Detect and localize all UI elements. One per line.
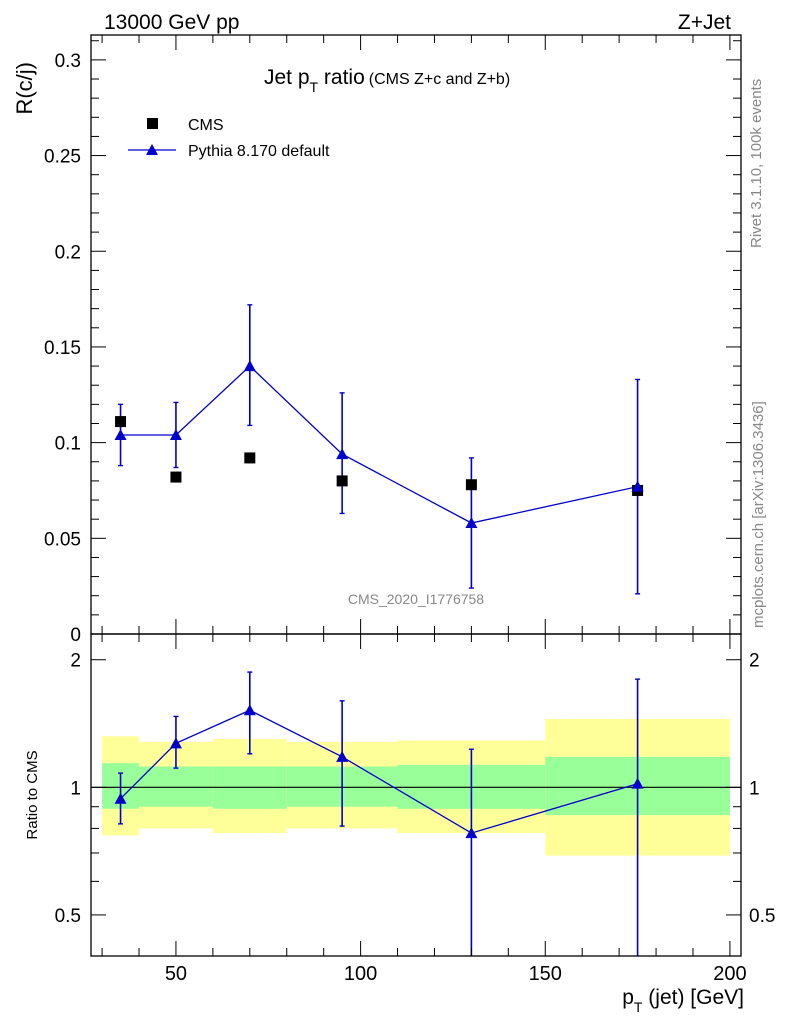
x-tick-label-3: 200 — [713, 963, 746, 985]
title-main: Jet p — [264, 66, 310, 89]
mc-line — [120, 365, 638, 524]
ratio-tick-label-right-0: 0.5 — [749, 906, 775, 927]
title-subtitle: (CMS Z+c and Z+b) — [369, 71, 510, 88]
main-panel-data — [114, 304, 644, 595]
chart-title: Jet pT ratio (CMS Z+c and Z+b) — [264, 66, 510, 95]
mc-point-5 — [631, 480, 644, 492]
cms-point-2 — [244, 452, 256, 464]
mc-point-4 — [465, 517, 478, 529]
legend-cms-marker — [147, 118, 158, 129]
ratio-frame — [90, 633, 742, 957]
process-label: Z+Jet — [678, 11, 731, 34]
x-tick-label-2: 150 — [529, 963, 562, 985]
y-tick-label-6: 0.3 — [55, 51, 81, 72]
ratio-tick-label-right-2: 2 — [749, 651, 760, 672]
title-sub: T — [310, 79, 319, 95]
y-tick-label-3: 0.15 — [44, 338, 81, 359]
ratio-tick-label-left-1: 1 — [70, 778, 81, 799]
cms-point-1 — [170, 471, 182, 483]
title-suffix: ratio — [318, 66, 365, 89]
ratio-point-4 — [465, 827, 478, 839]
y-axis-label: R(c/j) — [12, 62, 37, 115]
x-axis-label-sub: T — [634, 999, 643, 1015]
y-tick-label-5: 0.25 — [44, 147, 81, 168]
rivet-label: Rivet 3.1.10, 100k events — [748, 79, 765, 248]
energy-label: 13000 GeV pp — [104, 11, 239, 34]
green-band-1 — [139, 766, 213, 807]
ratio-point-2 — [243, 704, 256, 716]
x-axis-label-rest: (jet) [GeV] — [642, 986, 744, 1009]
ratio-point-5 — [631, 777, 644, 789]
ratio-tick-label-left-2: 2 — [70, 651, 81, 672]
ratio-tick-label-left-0: 0.5 — [55, 906, 81, 927]
x-tick-label-1: 100 — [344, 963, 377, 985]
ratio-point-1 — [169, 737, 182, 749]
ratio-point-3 — [336, 750, 349, 762]
y-tick-label-1: 0.05 — [44, 529, 81, 550]
legend-cms-label: CMS — [188, 117, 224, 134]
cms-point-3 — [336, 475, 348, 487]
mc-point-1 — [169, 428, 182, 440]
ratio-panel-data — [91, 671, 741, 956]
mcplots-label: mcplots.cern.ch [arXiv:1306.3436] — [750, 401, 767, 628]
ratio-tick-label-right-1: 1 — [749, 778, 760, 799]
mc-point-0 — [114, 428, 127, 440]
y-tick-label-0: 0 — [70, 625, 81, 646]
cms-point-4 — [465, 479, 477, 491]
legend-mc-label: Pythia 8.170 default — [188, 143, 330, 160]
y-tick-label-2: 0.1 — [55, 434, 81, 455]
legend: CMS Pythia 8.170 default — [128, 117, 330, 160]
ratio-axis-label: Ratio to CMS — [24, 750, 41, 839]
y-tick-label-4: 0.2 — [55, 242, 81, 263]
ratio-line — [120, 709, 638, 834]
analysis-watermark: CMS_2020_I1776758 — [348, 591, 484, 607]
ratio-point-0 — [114, 792, 127, 804]
x-tick-label-0: 50 — [165, 963, 187, 985]
legend-mc-marker — [146, 144, 158, 155]
cms-point-0 — [115, 416, 127, 428]
x-axis-label: pT (jet) [GeV] — [622, 986, 744, 1015]
x-axis-label-p: p — [622, 986, 634, 1009]
mc-point-2 — [243, 360, 256, 372]
axes: 50 100 150 200 0 0.05 0.1 0.15 0.2 0.25 0.3 0.5 0.5 1… — [44, 34, 775, 985]
mc-point-3 — [336, 448, 349, 460]
